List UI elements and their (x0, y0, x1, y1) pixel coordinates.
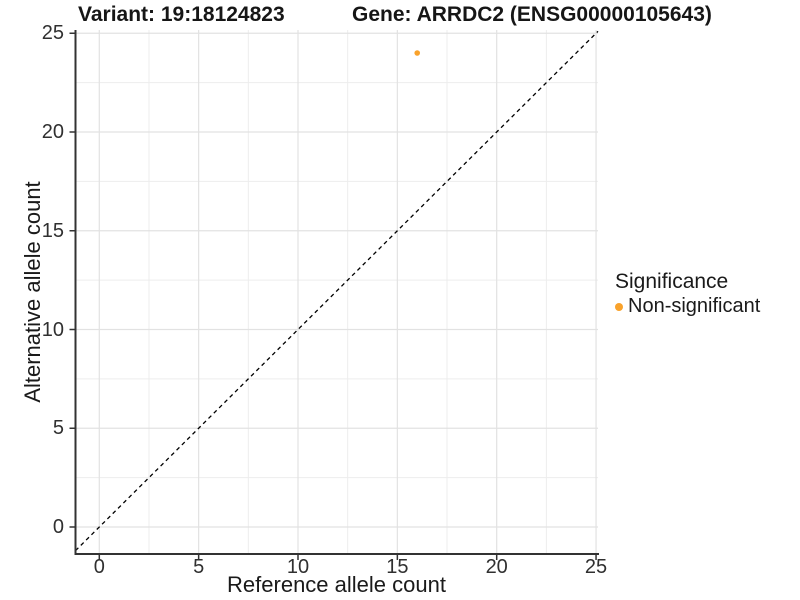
y-tick-label: 20 (41, 121, 64, 143)
y-tick-label: 0 (52, 516, 64, 538)
legend-item: Non-significant (615, 295, 760, 318)
y-tick-label: 25 (41, 22, 64, 45)
x-tick-label: 10 (286, 556, 310, 578)
data-point (414, 50, 421, 56)
y-tick-label: 15 (41, 219, 64, 242)
y-tick-label: 10 (41, 318, 64, 341)
x-tick-label: 5 (193, 556, 205, 578)
legend: Significance Non-significant (615, 270, 760, 318)
legend-title: Significance (615, 270, 729, 293)
plot-title-gene: Gene: ARRDC2 (ENSG00000105643) (352, 3, 712, 26)
x-tick-label: 15 (386, 556, 409, 578)
x-axis-title: Reference allele count (227, 572, 446, 597)
x-tick-label: 20 (485, 556, 508, 578)
legend-point-icon (615, 302, 623, 311)
legend-item-label: Non-significant (628, 295, 761, 317)
identity-reference-line (75, 30, 599, 552)
panel-background (75, 30, 598, 554)
y-tick-label: 5 (52, 417, 64, 440)
x-tick-label: 0 (93, 556, 105, 578)
x-tick-label: 25 (584, 556, 608, 578)
plot-title-variant: Variant: 19:18124823 (78, 3, 285, 26)
y-axis-title: Alternative allele count (20, 181, 45, 403)
